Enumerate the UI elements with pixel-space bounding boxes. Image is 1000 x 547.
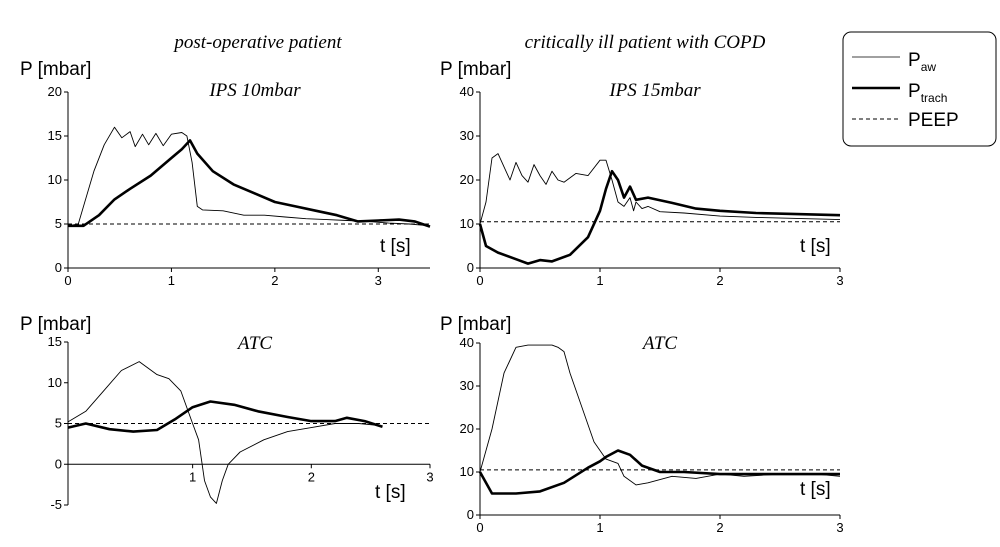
y-tick-label: 15 bbox=[48, 334, 62, 349]
series-line-ptrach bbox=[478, 169, 841, 265]
y-tick-label: 0 bbox=[55, 456, 62, 471]
legend-label-ptrach-main: P bbox=[908, 81, 921, 102]
x-tick-label: 3 bbox=[836, 273, 843, 288]
x-tick-label: 0 bbox=[476, 520, 483, 535]
y-tick-label: 10 bbox=[48, 172, 62, 187]
y-tick-label: 15 bbox=[48, 128, 62, 143]
legend-label-ptrach: Ptrach bbox=[908, 81, 947, 105]
series-line-paw bbox=[67, 361, 383, 504]
series-line-paw bbox=[479, 153, 841, 225]
x-axis-label: t [s] bbox=[800, 479, 831, 500]
x-tick-label: 1 bbox=[189, 469, 196, 484]
y-tick-label: 10 bbox=[460, 216, 474, 231]
legend-label-ptrach-sub: trach bbox=[921, 91, 948, 105]
x-tick-label: 2 bbox=[308, 469, 315, 484]
x-tick-label: 2 bbox=[716, 273, 723, 288]
y-tick-label: 30 bbox=[460, 378, 474, 393]
x-tick-label: 2 bbox=[716, 520, 723, 535]
x-axis-label: t [s] bbox=[800, 236, 831, 257]
y-tick-label: 20 bbox=[460, 172, 474, 187]
x-axis-label: t [s] bbox=[375, 482, 406, 503]
panel-label: IPS 15mbar bbox=[608, 80, 701, 101]
series-line-ptrach bbox=[478, 449, 840, 495]
x-tick-label: 1 bbox=[596, 273, 603, 288]
legend-label-paw-sub: aw bbox=[921, 60, 937, 74]
x-tick-label: 0 bbox=[64, 273, 71, 288]
x-tick-label: 1 bbox=[168, 273, 175, 288]
x-axis-label: t [s] bbox=[380, 236, 411, 257]
legend-label-peep: PEEP bbox=[908, 110, 959, 131]
y-tick-label: 5 bbox=[55, 216, 62, 231]
y-axis-label: P [mbar] bbox=[20, 59, 91, 80]
y-tick-label: -5 bbox=[50, 497, 62, 512]
column-title-post-operative: post-operative patient bbox=[172, 32, 342, 53]
legend-label-paw: Paw bbox=[908, 50, 936, 74]
y-tick-label: 30 bbox=[460, 128, 474, 143]
panel-4: 0 10 20 30 40 0 1 2 3 P [mbar] t [s] ATC bbox=[440, 314, 844, 535]
legend-box bbox=[842, 31, 997, 147]
legend: Paw Ptrach PEEP bbox=[842, 31, 997, 147]
panel-1: 0 5 10 15 20 0 1 2 3 P [mbar] t [s] IPS 10mbar bbox=[20, 59, 431, 288]
y-axis-label: P [mbar] bbox=[20, 314, 91, 335]
y-tick-label: 0 bbox=[467, 260, 474, 275]
y-axis-label: P [mbar] bbox=[440, 59, 511, 80]
panel-3: -5 0 5 10 15 1 2 3 P [mbar] t [s] ATC bbox=[20, 314, 434, 512]
x-tick-label: 2 bbox=[271, 273, 278, 288]
series-line-paw bbox=[479, 344, 841, 486]
x-tick-label: 1 bbox=[596, 520, 603, 535]
y-tick-label: 40 bbox=[460, 335, 474, 350]
y-tick-label: 20 bbox=[460, 421, 474, 436]
x-tick-label: 0 bbox=[476, 273, 483, 288]
y-axis-label: P [mbar] bbox=[440, 314, 511, 335]
x-tick-label: 3 bbox=[426, 469, 433, 484]
y-tick-label: 0 bbox=[467, 507, 474, 522]
y-tick-label: 0 bbox=[55, 260, 62, 275]
x-tick-label: 3 bbox=[836, 520, 843, 535]
panel-label: ATC bbox=[641, 333, 677, 354]
panel-label: ATC bbox=[236, 333, 272, 354]
panel-label: IPS 10mbar bbox=[208, 80, 301, 101]
legend-label-paw-main: P bbox=[908, 50, 921, 71]
y-tick-label: 5 bbox=[55, 416, 62, 431]
column-title-copd: critically ill patient with COPD bbox=[525, 32, 766, 53]
series-line-paw bbox=[67, 126, 431, 227]
panel-2: 0 10 20 30 40 0 1 2 3 P [mbar] t [s] IPS 15mbar bbox=[440, 59, 844, 288]
series-line-ptrach bbox=[67, 400, 383, 433]
y-tick-label: 20 bbox=[48, 84, 62, 99]
series-line-ptrach bbox=[68, 139, 431, 228]
y-tick-label: 10 bbox=[48, 375, 62, 390]
y-tick-label: 10 bbox=[460, 464, 474, 479]
y-tick-label: 40 bbox=[460, 84, 474, 99]
x-tick-label: 3 bbox=[375, 273, 382, 288]
